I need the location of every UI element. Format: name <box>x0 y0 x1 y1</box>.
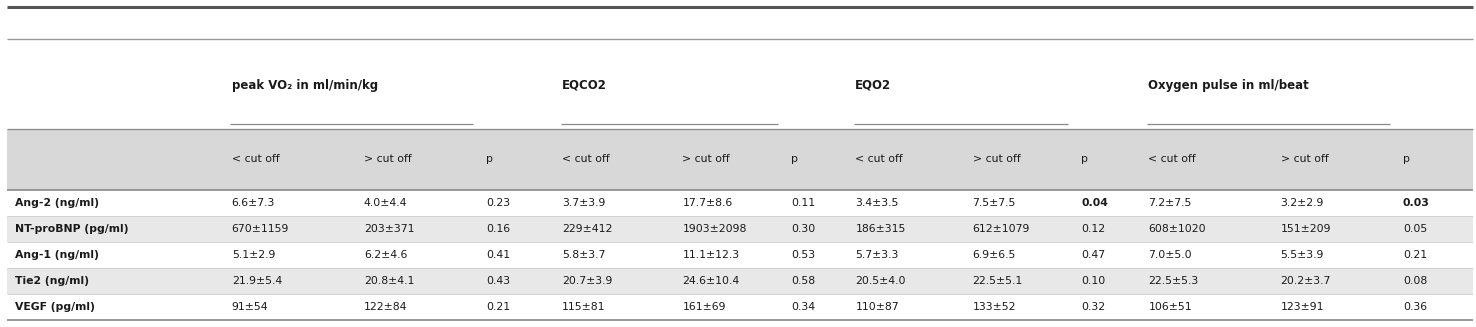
Text: 1903±2098: 1903±2098 <box>682 224 747 234</box>
Text: 4.0±4.4: 4.0±4.4 <box>365 198 407 208</box>
Text: 5.1±2.9: 5.1±2.9 <box>232 250 275 260</box>
Text: 0.41: 0.41 <box>486 250 511 260</box>
Text: 11.1±12.3: 11.1±12.3 <box>682 250 739 260</box>
Text: 20.7±3.9: 20.7±3.9 <box>562 276 613 286</box>
Text: 20.8±4.1: 20.8±4.1 <box>365 276 415 286</box>
Bar <box>7 41 1473 129</box>
Text: 3.7±3.9: 3.7±3.9 <box>562 198 605 208</box>
Bar <box>7 268 1473 294</box>
Text: 0.43: 0.43 <box>486 276 511 286</box>
Text: 0.36: 0.36 <box>1402 302 1427 312</box>
Text: 5.5±3.9: 5.5±3.9 <box>1281 250 1324 260</box>
Text: 151±209: 151±209 <box>1281 224 1331 234</box>
Text: 0.30: 0.30 <box>791 224 815 234</box>
Text: 0.21: 0.21 <box>1402 250 1427 260</box>
Text: 0.32: 0.32 <box>1080 302 1106 312</box>
Text: 115±81: 115±81 <box>562 302 605 312</box>
Text: 22.5±5.3: 22.5±5.3 <box>1148 276 1199 286</box>
Text: 612±1079: 612±1079 <box>973 224 1030 234</box>
Bar <box>7 190 1473 216</box>
Text: 7.5±7.5: 7.5±7.5 <box>973 198 1015 208</box>
Text: Ang-1 (ng/ml): Ang-1 (ng/ml) <box>15 250 99 260</box>
Text: > cut off: > cut off <box>973 154 1020 164</box>
Text: 7.0±5.0: 7.0±5.0 <box>1148 250 1193 260</box>
Text: peak VO₂ in ml/min/kg: peak VO₂ in ml/min/kg <box>232 78 378 92</box>
Text: p: p <box>1402 154 1410 164</box>
Text: NT-proBNP (pg/ml): NT-proBNP (pg/ml) <box>15 224 128 234</box>
Text: > cut off: > cut off <box>1281 154 1328 164</box>
Text: 0.16: 0.16 <box>486 224 511 234</box>
Text: EQO2: EQO2 <box>856 78 892 92</box>
Text: 0.03: 0.03 <box>1402 198 1430 208</box>
Text: 3.2±2.9: 3.2±2.9 <box>1281 198 1324 208</box>
Text: 110±87: 110±87 <box>856 302 899 312</box>
Bar <box>7 129 1473 190</box>
Text: 24.6±10.4: 24.6±10.4 <box>682 276 739 286</box>
Text: 5.7±3.3: 5.7±3.3 <box>856 250 899 260</box>
Text: 0.05: 0.05 <box>1402 224 1427 234</box>
Text: 0.12: 0.12 <box>1080 224 1106 234</box>
Text: 186±315: 186±315 <box>856 224 906 234</box>
Text: 0.53: 0.53 <box>791 250 815 260</box>
Text: Tie2 (ng/ml): Tie2 (ng/ml) <box>15 276 89 286</box>
Text: 0.58: 0.58 <box>791 276 815 286</box>
Text: 17.7±8.6: 17.7±8.6 <box>682 198 732 208</box>
Text: 0.10: 0.10 <box>1080 276 1106 286</box>
Text: VEGF (pg/ml): VEGF (pg/ml) <box>15 302 94 312</box>
Text: 0.23: 0.23 <box>486 198 511 208</box>
Text: 5.8±3.7: 5.8±3.7 <box>562 250 605 260</box>
Text: 106±51: 106±51 <box>1148 302 1193 312</box>
Text: < cut off: < cut off <box>856 154 903 164</box>
Text: < cut off: < cut off <box>232 154 279 164</box>
Text: 608±1020: 608±1020 <box>1148 224 1206 234</box>
Text: 123±91: 123±91 <box>1281 302 1324 312</box>
Text: 3.4±3.5: 3.4±3.5 <box>856 198 899 208</box>
Text: 0.11: 0.11 <box>791 198 815 208</box>
Text: 0.08: 0.08 <box>1402 276 1427 286</box>
Text: Oxygen pulse in ml/beat: Oxygen pulse in ml/beat <box>1148 78 1309 92</box>
Bar <box>7 242 1473 268</box>
Text: 21.9±5.4: 21.9±5.4 <box>232 276 282 286</box>
Text: p: p <box>791 154 799 164</box>
Text: 91±54: 91±54 <box>232 302 269 312</box>
Text: < cut off: < cut off <box>562 154 610 164</box>
Text: 0.47: 0.47 <box>1080 250 1106 260</box>
Text: Ang-2 (ng/ml): Ang-2 (ng/ml) <box>15 198 99 208</box>
Text: < cut off: < cut off <box>1148 154 1196 164</box>
Text: p: p <box>486 154 493 164</box>
Text: 133±52: 133±52 <box>973 302 1015 312</box>
Text: 6.6±7.3: 6.6±7.3 <box>232 198 275 208</box>
Text: 20.2±3.7: 20.2±3.7 <box>1281 276 1331 286</box>
Text: 0.04: 0.04 <box>1080 198 1108 208</box>
Text: 20.5±4.0: 20.5±4.0 <box>856 276 906 286</box>
Text: 161±69: 161±69 <box>682 302 726 312</box>
Text: p: p <box>1080 154 1088 164</box>
Text: 0.34: 0.34 <box>791 302 815 312</box>
Text: 0.21: 0.21 <box>486 302 511 312</box>
Bar <box>7 294 1473 320</box>
Text: 6.2±4.6: 6.2±4.6 <box>365 250 407 260</box>
Bar <box>7 216 1473 242</box>
Text: 203±371: 203±371 <box>365 224 415 234</box>
Text: > cut off: > cut off <box>365 154 412 164</box>
Text: 6.9±6.5: 6.9±6.5 <box>973 250 1015 260</box>
Text: 22.5±5.1: 22.5±5.1 <box>973 276 1023 286</box>
Text: EQCO2: EQCO2 <box>562 78 607 92</box>
Text: 122±84: 122±84 <box>365 302 407 312</box>
Text: > cut off: > cut off <box>682 154 731 164</box>
Text: 229±412: 229±412 <box>562 224 613 234</box>
Text: 670±1159: 670±1159 <box>232 224 289 234</box>
Text: 7.2±7.5: 7.2±7.5 <box>1148 198 1191 208</box>
